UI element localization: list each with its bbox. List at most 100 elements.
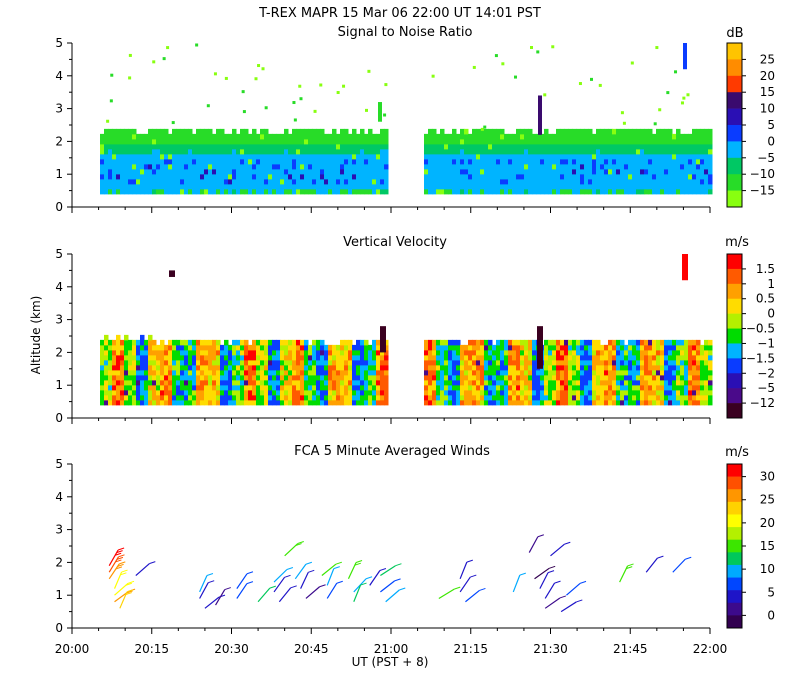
heatmap-cell [536,399,541,406]
heatmap-cell [564,153,569,160]
heatmap-cell [476,138,481,145]
heatmap-cell [684,339,689,346]
heatmap-cell [524,369,529,376]
heatmap-cell [516,188,521,195]
heatmap-cell [676,143,681,150]
wind-barb [108,547,125,566]
heatmap-cell [472,389,477,396]
heatmap-cell [572,354,577,361]
heatmap-cell [248,379,253,386]
heatmap-cell [196,153,201,160]
heatmap-cell [364,384,369,391]
heatmap-cell [148,384,153,391]
heatmap-cell [100,374,105,381]
heatmap-cell [144,369,149,376]
heatmap-cell [436,349,441,356]
heatmap-cell [528,374,533,381]
heatmap-cell [308,399,313,406]
heatmap-cell [472,374,477,381]
heatmap-cell [108,148,113,155]
heatmap-cell [160,158,165,165]
heatmap-cell [352,128,357,135]
heatmap-cell [136,143,141,150]
heatmap-cell [156,344,161,351]
heatmap-cell [336,389,341,396]
heatmap-cell [692,158,697,165]
heatmap-cell [216,359,221,366]
heatmap-cell [696,384,701,391]
heatmap-cell [636,148,641,155]
heatmap-cell [332,349,337,356]
heatmap-cell [164,128,169,135]
wind-barb-shaft [278,587,292,603]
heatmap-cell [500,133,505,140]
heatmap-cell [624,148,629,155]
heatmap-cell [204,158,209,165]
heatmap-cell [192,153,197,160]
heatmap-cell [500,369,505,376]
heatmap-cell [468,379,473,386]
colorbar-tick-label: 15 [760,85,775,99]
heatmap-cell [360,153,365,160]
heatmap-cell [584,153,589,160]
heatmap-cell [616,399,621,406]
colorbar-swatch [727,577,742,591]
wind-barb-shaft [380,565,396,577]
heatmap-cell [304,153,309,160]
y-tick-label: 0 [55,621,63,635]
heatmap-cell [248,173,253,180]
heatmap-cell [428,384,433,391]
heatmap-cell [704,359,709,366]
heatmap-cell [660,349,665,356]
heatmap-cell [520,178,525,185]
heatmap-cell [352,344,357,351]
wind-barb-shaft [459,561,468,580]
wind-barb-flag [116,550,123,554]
heatmap-cell [212,369,217,376]
heatmap-cell [216,143,221,150]
heatmap-cell [340,148,345,155]
heatmap-cell [628,138,633,145]
wind-barb-shaft [199,582,209,599]
heatmap-cell [560,394,565,401]
heatmap-cell [120,379,125,386]
heatmap-cell [120,143,125,150]
heatmap-cell [128,364,133,371]
heatmap-cell [468,168,473,175]
heatmap-cell [496,163,501,170]
heatmap-cell [688,153,693,160]
heatmap-cell [648,359,653,366]
heatmap-cell [304,359,309,366]
heatmap-cell [616,369,621,376]
heatmap-cell [372,364,377,371]
heatmap-cell [472,158,477,165]
heatmap-cell [116,188,121,195]
heatmap-cell [556,364,561,371]
heatmap-cell [656,128,661,135]
heatmap-cell [204,354,209,361]
heatmap-cell [520,163,525,170]
heatmap-cell [208,128,213,135]
heatmap-cell [672,364,677,371]
heatmap-cell [604,168,609,175]
heatmap-cell [444,354,449,361]
heatmap-cell [348,173,353,180]
heatmap-cell [624,183,629,190]
heatmap-cell [428,349,433,356]
heatmap-cell [516,399,521,406]
heatmap-cell [212,359,217,366]
heatmap-cell [232,188,237,195]
heatmap-cell [472,153,477,160]
heatmap-cell [660,138,665,145]
colorbar-tick-label: 5 [767,118,775,132]
heatmap-cell [664,394,669,401]
heatmap-cell [188,168,193,175]
heatmap-cell [572,394,577,401]
heatmap-cell [600,158,605,165]
heatmap-cell [164,359,169,366]
heatmap-cell [116,339,121,346]
heatmap-cell [148,369,153,376]
heatmap-cell [284,369,289,376]
heatmap-cell [696,168,701,175]
heatmap-cell [540,183,545,190]
